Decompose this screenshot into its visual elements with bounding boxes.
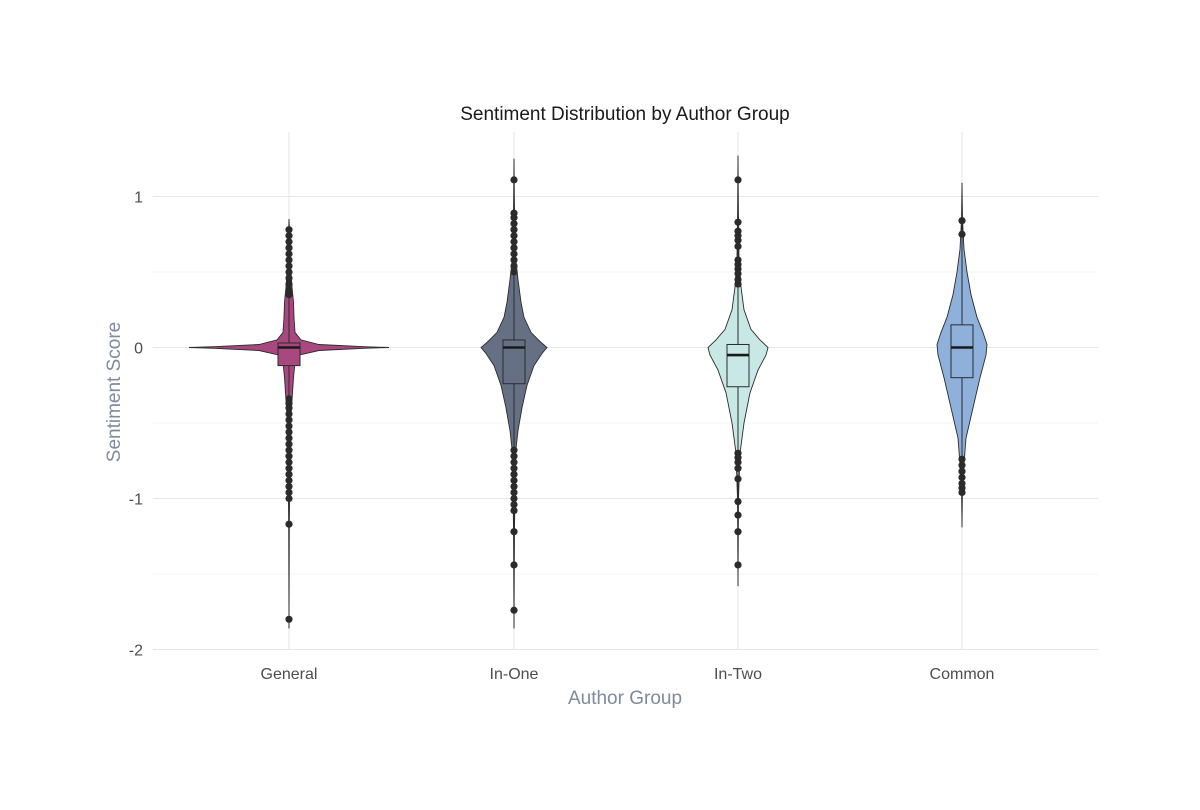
- outlier-point: [285, 410, 293, 418]
- outlier-point: [734, 269, 742, 278]
- outlier-point: [510, 458, 518, 466]
- outlier-point: [958, 461, 966, 469]
- outlier-point: [285, 520, 293, 528]
- outlier-point: [958, 230, 966, 238]
- box-iqr: [726, 343, 750, 388]
- outlier-point: [285, 291, 293, 299]
- outlier-point: [958, 488, 966, 497]
- outlier-point: [734, 464, 742, 472]
- outlier-point: [510, 262, 518, 270]
- outlier-point: [734, 458, 742, 466]
- outlier-point: [510, 238, 518, 246]
- outlier-point: [285, 244, 293, 252]
- outlier-point: [734, 242, 742, 250]
- outlier-point: [285, 482, 293, 491]
- y-tick-label: 1: [134, 190, 143, 207]
- outlier-point: [734, 561, 742, 569]
- outlier-point: [510, 220, 518, 228]
- outlier-point: [510, 482, 518, 491]
- violin-layer: [188, 155, 988, 629]
- outlier-point: [285, 476, 293, 484]
- violin-in-two: [707, 155, 769, 587]
- outlier-point: [958, 467, 966, 475]
- outlier-point: [285, 488, 293, 497]
- outlier-point: [510, 494, 518, 503]
- outlier-point: [285, 404, 293, 412]
- outlier-point: [285, 470, 293, 478]
- outlier-point: [285, 615, 293, 623]
- outlier-point: [734, 280, 742, 288]
- outlier-point: [285, 422, 293, 430]
- outlier-point: [510, 268, 518, 276]
- outlier-point: [510, 528, 518, 536]
- outlier-point: [510, 446, 518, 454]
- x-tick-label: General: [261, 666, 318, 683]
- outlier-point: [285, 256, 293, 264]
- outlier-point: [510, 561, 518, 569]
- outlier-point: [285, 428, 293, 436]
- outlier-point: [285, 262, 293, 270]
- y-tick-label: 0: [134, 341, 143, 358]
- outlier-point: [510, 256, 518, 264]
- outlier-point: [285, 280, 293, 288]
- y-tick-label: -2: [129, 643, 143, 660]
- outlier-point: [285, 238, 293, 246]
- chart-title: Sentiment Distribution by Author Group: [460, 104, 790, 125]
- outlier-point: [734, 475, 742, 483]
- outlier-point: [510, 500, 518, 509]
- outlier-point: [510, 470, 518, 478]
- outlier-point: [285, 440, 293, 448]
- x-tick-label: In-Two: [714, 666, 762, 683]
- outlier-point: [958, 455, 966, 463]
- outlier-point: [958, 217, 966, 225]
- outlier-point: [734, 528, 742, 536]
- x-axis-title: Author Group: [568, 688, 682, 709]
- y-axis-title: Sentiment Score: [104, 322, 125, 462]
- outlier-point: [285, 434, 293, 442]
- violin-general: [188, 219, 390, 629]
- outlier-point: [285, 464, 293, 472]
- outlier-point: [285, 250, 293, 258]
- outlier-point: [285, 268, 293, 276]
- y-tick-label: -1: [129, 492, 143, 509]
- outlier-point: [510, 250, 518, 258]
- violin-in-one: [480, 158, 548, 629]
- axis-layer: 1 0 -1 -2 General In-One In-Two Common: [129, 190, 995, 684]
- outlier-point: [734, 497, 742, 506]
- outlier-point: [285, 226, 293, 234]
- outlier-point: [285, 274, 293, 282]
- outlier-point: [285, 458, 293, 466]
- outlier-point: [510, 214, 518, 222]
- x-tick-label: In-One: [490, 666, 539, 683]
- outlier-point: [285, 446, 293, 454]
- outlier-point: [510, 506, 518, 515]
- outlier-point: [734, 176, 742, 184]
- outlier-point: [285, 416, 293, 424]
- x-tick-label: Common: [930, 666, 995, 683]
- outlier-point: [510, 464, 518, 472]
- box-iqr: [502, 339, 526, 385]
- outlier-point: [510, 452, 518, 460]
- outlier-point: [285, 452, 293, 460]
- outlier-point: [510, 226, 518, 234]
- violin-common: [936, 182, 988, 528]
- box-iqr: [950, 324, 974, 379]
- outlier-point: [510, 176, 518, 184]
- outlier-point: [734, 218, 742, 226]
- outlier-point: [285, 232, 293, 240]
- outlier-point: [510, 476, 518, 484]
- outlier-point: [734, 236, 742, 244]
- outlier-point: [958, 473, 966, 481]
- outlier-point: [734, 511, 742, 519]
- outlier-point: [285, 494, 293, 503]
- outlier-point: [510, 244, 518, 252]
- outlier-point: [510, 488, 518, 497]
- outlier-point: [510, 606, 518, 614]
- outlier-point: [510, 232, 518, 240]
